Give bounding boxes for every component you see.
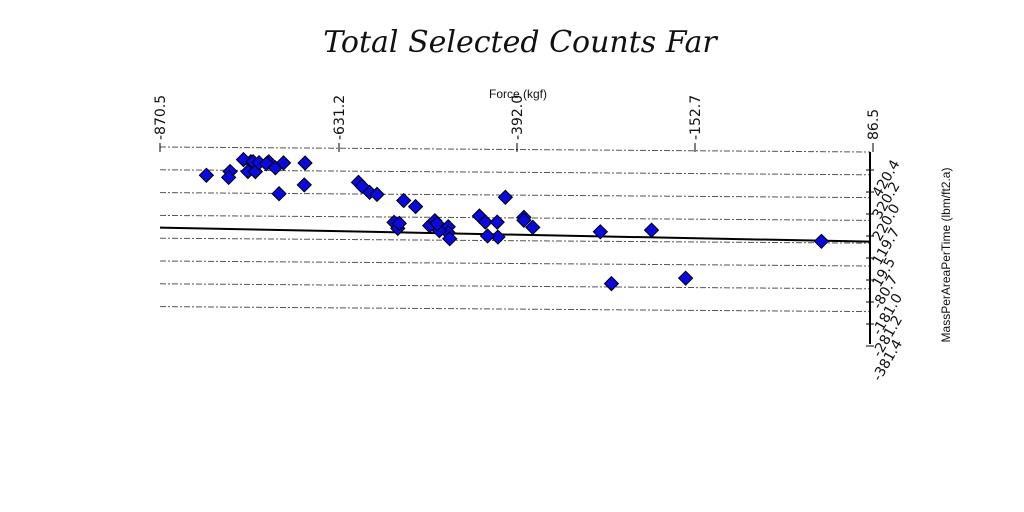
x-tick-label: -152.7 — [688, 95, 704, 140]
data-point — [258, 156, 275, 172]
data-point-layer — [198, 151, 830, 292]
x-tick-label: 86.5 — [866, 109, 882, 140]
x-tick-label: -870.5 — [153, 95, 169, 140]
data-point — [497, 189, 514, 205]
data-point — [429, 215, 445, 232]
data-point — [516, 212, 532, 229]
data-point — [275, 155, 292, 171]
grid-line — [159, 146, 871, 153]
data-point — [369, 186, 385, 203]
data-point — [235, 151, 252, 168]
data-point — [271, 185, 287, 202]
data-point — [407, 198, 424, 215]
grid-line — [159, 283, 871, 290]
data-point — [677, 270, 694, 286]
data-point — [354, 178, 370, 195]
x-tick-label: -392.0 — [510, 95, 526, 140]
data-point — [198, 167, 215, 183]
data-point — [489, 214, 505, 230]
grid-line — [159, 306, 871, 313]
data-point — [813, 233, 830, 250]
data-point — [296, 177, 313, 193]
y-tick-layer: 420.4320.2220.0119.719.5-80.7-181.0-281.… — [866, 157, 906, 384]
data-point — [603, 275, 620, 292]
data-point — [391, 215, 407, 232]
zero-line — [159, 226, 871, 243]
x-axis-label: Force (kgf) — [489, 87, 547, 101]
data-point — [396, 192, 412, 209]
grid-line — [159, 260, 871, 267]
data-point — [477, 214, 494, 230]
data-point — [592, 224, 609, 240]
grid-line — [159, 214, 871, 221]
data-point — [525, 219, 541, 236]
data-point — [220, 169, 237, 186]
data-point — [442, 230, 458, 247]
data-point — [297, 155, 313, 171]
y-axis-label: MassPerAreaPerTime (lbm/ft2.a) — [939, 168, 953, 343]
grid-layer — [159, 146, 871, 313]
chart-title: Total Selected Counts Far — [323, 25, 718, 60]
data-point — [479, 228, 496, 244]
grid-line — [159, 192, 871, 199]
x-tick-layer: -870.5 -631.2 -392.0 -152.7 86.5 — [153, 95, 882, 152]
grid-line — [159, 237, 871, 244]
grid-line — [159, 169, 871, 176]
x-tick-label: -631.2 — [332, 95, 348, 140]
data-point — [643, 222, 660, 238]
